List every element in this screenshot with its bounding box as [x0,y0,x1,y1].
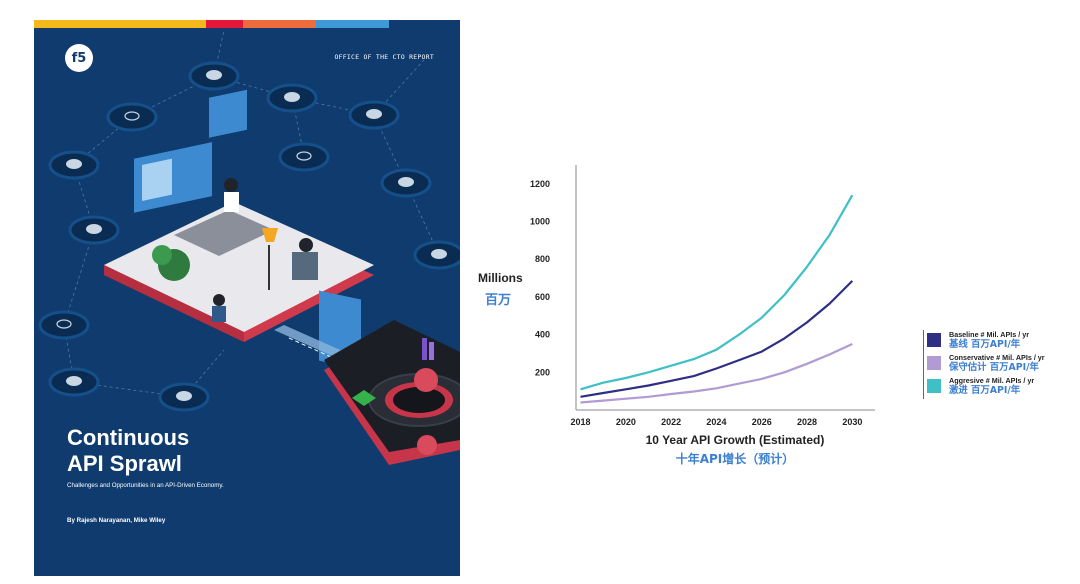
gateway-platform [324,320,460,465]
x-tick-label: 2024 [706,417,726,427]
legend-swatch [927,356,941,370]
legend-item-aggressive: Aggresive # Mil. APIs / yr 激进 百万API/年 [927,376,1080,399]
legend-swatch [927,379,941,393]
legend-label: Aggresive # Mil. APIs / yr [949,376,1035,385]
x-tick-label: 2028 [797,417,817,427]
stripe-segment [34,20,206,28]
y-tick-label: 1000 [530,217,550,227]
x-tick-label: 2022 [661,417,681,427]
network-nodes [38,61,460,412]
x-axis-label-chinese: 十年API增长（预计） [675,452,795,466]
x-tick-label: 2026 [752,417,772,427]
x-tick-label: 2030 [842,417,862,427]
y-tick-label: 400 [535,330,550,340]
cover-illustration [38,29,460,465]
legend-item-conservative: Conservative # Mil. APIs / yr 保守估计 百万API… [927,353,1080,376]
series-line-0 [580,280,854,398]
cover-subtitle: Challenges and Opportunities in an API-D… [67,482,224,489]
legend-swatch [927,333,941,347]
y-tick-label: 200 [535,367,550,377]
legend-label-chinese: 基线 百万API/年 [949,339,1021,350]
chart-legend: Baseline # Mil. APIs / yr 基线 百万API/年 Con… [923,330,1080,399]
legend-label: Conservative # Mil. APIs / yr [949,353,1045,362]
x-axis-label: 10 Year API Growth (Estimated) [645,433,825,447]
stripe-segment [389,20,460,28]
y-axis-label-chinese: 百万 [485,293,512,308]
y-axis-label: Millions [478,271,523,285]
api-growth-chart: 200 400 600 800 1000 1200 2018 2020 2022 2024 2026… [530,165,875,427]
y-tick-label: 800 [535,254,550,264]
cover-authors: By Rajesh Narayanan, Mike Wiley [67,517,166,524]
stripe-segment [243,20,316,28]
series-line-2 [580,194,854,391]
stripe-segment [206,20,243,28]
office-platform [104,89,374,370]
report-cover: f5 OFFICE OF THE CTO REPORT Continuous A… [34,20,460,576]
f5-logo: f5 [65,44,93,72]
cover-title-line-2: API Sprawl [67,451,182,476]
legend-label: Baseline # Mil. APIs / yr [949,330,1030,339]
cover-color-stripe [34,20,460,28]
x-tick-label: 2018 [571,417,591,427]
x-tick-label: 2020 [616,417,636,427]
cover-title: Continuous API Sprawl [67,425,189,477]
y-tick-label: 600 [535,292,550,302]
legend-item-baseline: Baseline # Mil. APIs / yr 基线 百万API/年 [927,330,1080,353]
y-tick-label: 1200 [530,179,550,189]
series-line-1 [580,343,853,404]
legend-label-chinese: 保守估计 百万API/年 [949,362,1039,373]
cover-kicker: OFFICE OF THE CTO REPORT [334,53,434,61]
legend-label-chinese: 激进 百万API/年 [949,385,1021,396]
stripe-segment [316,20,389,28]
cover-title-line-1: Continuous [67,425,190,450]
